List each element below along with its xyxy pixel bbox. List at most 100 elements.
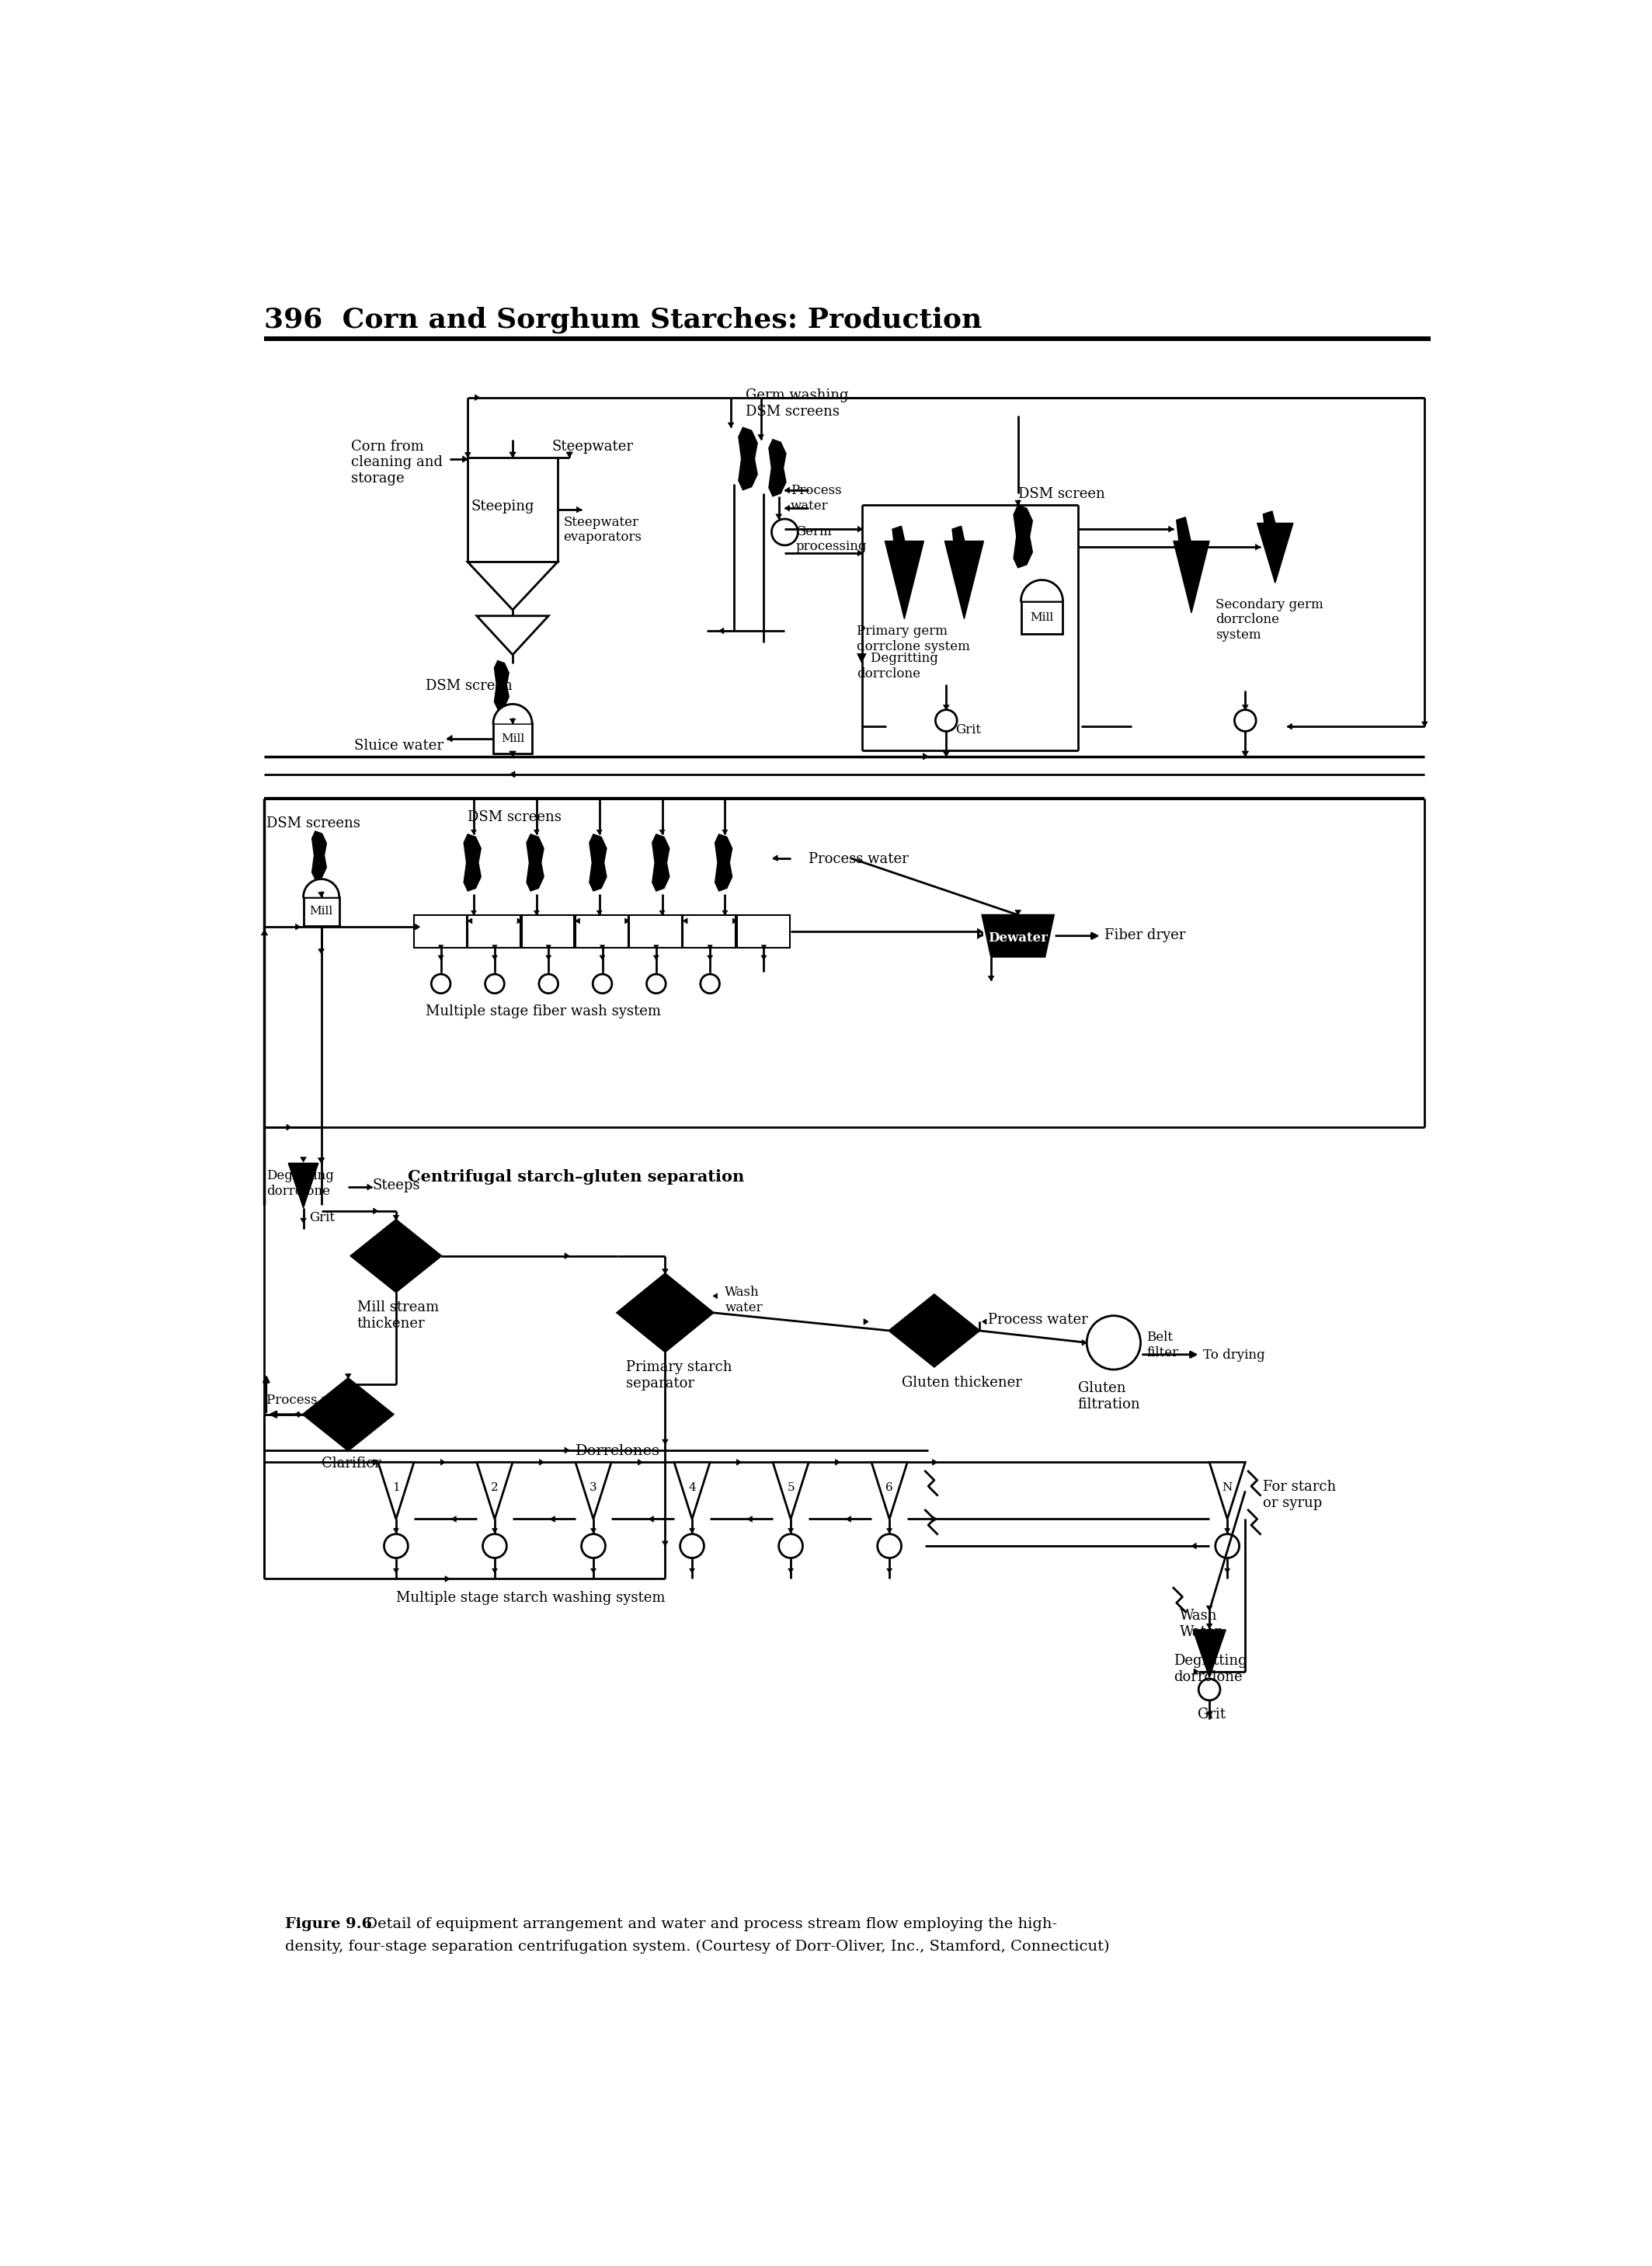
Circle shape bbox=[1199, 1679, 1221, 1700]
Polygon shape bbox=[567, 453, 573, 458]
Text: Grit: Grit bbox=[1198, 1709, 1226, 1722]
Text: Steepwater: Steepwater bbox=[552, 440, 633, 453]
Text: Multiple stage starch washing system: Multiple stage starch washing system bbox=[396, 1591, 666, 1604]
Polygon shape bbox=[492, 956, 497, 961]
Polygon shape bbox=[885, 542, 923, 619]
Polygon shape bbox=[1206, 1625, 1213, 1629]
Circle shape bbox=[431, 974, 451, 993]
Text: 3: 3 bbox=[590, 1482, 596, 1493]
Polygon shape bbox=[649, 1516, 654, 1523]
Text: 5: 5 bbox=[786, 1482, 795, 1493]
Text: Process water: Process water bbox=[988, 1312, 1089, 1326]
Polygon shape bbox=[738, 428, 757, 489]
Text: 4: 4 bbox=[689, 1482, 695, 1493]
Text: For starch
or syrup: For starch or syrup bbox=[1264, 1480, 1336, 1511]
Polygon shape bbox=[509, 453, 515, 458]
Polygon shape bbox=[1242, 750, 1249, 757]
Polygon shape bbox=[952, 526, 966, 555]
Text: Mill: Mill bbox=[501, 732, 524, 743]
Polygon shape bbox=[714, 1294, 717, 1298]
Polygon shape bbox=[301, 1219, 306, 1224]
Polygon shape bbox=[575, 918, 580, 925]
Polygon shape bbox=[393, 1530, 398, 1532]
Polygon shape bbox=[446, 734, 453, 741]
Polygon shape bbox=[1264, 512, 1279, 537]
Polygon shape bbox=[441, 1459, 446, 1466]
Polygon shape bbox=[468, 918, 472, 925]
Polygon shape bbox=[550, 1516, 555, 1523]
Polygon shape bbox=[785, 487, 790, 494]
Circle shape bbox=[1216, 1534, 1239, 1559]
Polygon shape bbox=[591, 1568, 596, 1573]
Polygon shape bbox=[682, 915, 735, 947]
Polygon shape bbox=[653, 834, 669, 891]
Circle shape bbox=[700, 974, 720, 993]
Polygon shape bbox=[494, 705, 532, 723]
Polygon shape bbox=[1209, 1462, 1246, 1518]
Polygon shape bbox=[494, 662, 509, 709]
Polygon shape bbox=[662, 1541, 667, 1545]
Polygon shape bbox=[722, 911, 727, 915]
Polygon shape bbox=[732, 918, 737, 925]
Polygon shape bbox=[722, 829, 727, 834]
Polygon shape bbox=[887, 1568, 892, 1573]
Text: Multiple stage fiber wash system: Multiple stage fiber wash system bbox=[426, 1004, 661, 1020]
Polygon shape bbox=[776, 514, 781, 519]
Text: Corn from
cleaning and
storage: Corn from cleaning and storage bbox=[352, 440, 443, 485]
Polygon shape bbox=[591, 1530, 596, 1532]
Text: Sluice water: Sluice water bbox=[354, 739, 443, 752]
Text: Dorrclones: Dorrclones bbox=[575, 1443, 661, 1459]
Polygon shape bbox=[762, 945, 767, 949]
Polygon shape bbox=[857, 551, 862, 555]
Text: Process water: Process water bbox=[266, 1394, 358, 1407]
Circle shape bbox=[771, 519, 798, 546]
Circle shape bbox=[383, 1534, 408, 1559]
Polygon shape bbox=[1168, 526, 1173, 533]
Polygon shape bbox=[624, 918, 629, 925]
Text: 6: 6 bbox=[885, 1482, 894, 1493]
Polygon shape bbox=[788, 1530, 793, 1532]
Polygon shape bbox=[522, 915, 575, 947]
Polygon shape bbox=[1224, 1568, 1231, 1573]
Circle shape bbox=[681, 1534, 704, 1559]
Polygon shape bbox=[978, 934, 981, 938]
Polygon shape bbox=[1257, 523, 1294, 582]
Polygon shape bbox=[294, 1412, 299, 1419]
Circle shape bbox=[593, 974, 611, 993]
Text: Gluten
filtration: Gluten filtration bbox=[1077, 1382, 1140, 1412]
Circle shape bbox=[877, 1534, 902, 1559]
Polygon shape bbox=[373, 1208, 378, 1215]
Polygon shape bbox=[836, 1459, 841, 1466]
Polygon shape bbox=[596, 829, 601, 834]
Text: Process water: Process water bbox=[809, 852, 909, 866]
Polygon shape bbox=[438, 945, 443, 949]
Polygon shape bbox=[492, 1530, 497, 1532]
Circle shape bbox=[1234, 709, 1256, 732]
Polygon shape bbox=[654, 956, 659, 961]
Text: DSM screens: DSM screens bbox=[468, 811, 562, 825]
Polygon shape bbox=[304, 879, 339, 897]
Text: Steeping: Steeping bbox=[471, 499, 534, 512]
Text: Primary starch
separator: Primary starch separator bbox=[626, 1360, 732, 1391]
Polygon shape bbox=[352, 1219, 441, 1292]
Polygon shape bbox=[492, 1568, 497, 1573]
Polygon shape bbox=[477, 1462, 512, 1518]
Polygon shape bbox=[1224, 1530, 1231, 1532]
Polygon shape bbox=[988, 977, 995, 981]
Polygon shape bbox=[729, 424, 733, 428]
Polygon shape bbox=[662, 1269, 667, 1273]
Text: To drying: To drying bbox=[1203, 1348, 1265, 1362]
Text: density, four-stage separation centrifugation system. (Courtesy of Dorr-Oliver, : density, four-stage separation centrifug… bbox=[286, 1940, 1110, 1953]
Polygon shape bbox=[1422, 723, 1427, 727]
Text: Degritting
dorrclone: Degritting dorrclone bbox=[1173, 1654, 1247, 1684]
Polygon shape bbox=[1194, 1668, 1199, 1675]
Polygon shape bbox=[438, 956, 444, 961]
Polygon shape bbox=[629, 915, 682, 947]
Text: Process
water: Process water bbox=[791, 485, 843, 512]
Polygon shape bbox=[659, 829, 664, 834]
Text: Detail of equipment arrangement and water and process stream flow employing the : Detail of equipment arrangement and wate… bbox=[355, 1917, 1057, 1931]
Polygon shape bbox=[1082, 1339, 1087, 1346]
Polygon shape bbox=[889, 1294, 980, 1366]
Polygon shape bbox=[444, 1575, 449, 1582]
Polygon shape bbox=[471, 911, 476, 915]
